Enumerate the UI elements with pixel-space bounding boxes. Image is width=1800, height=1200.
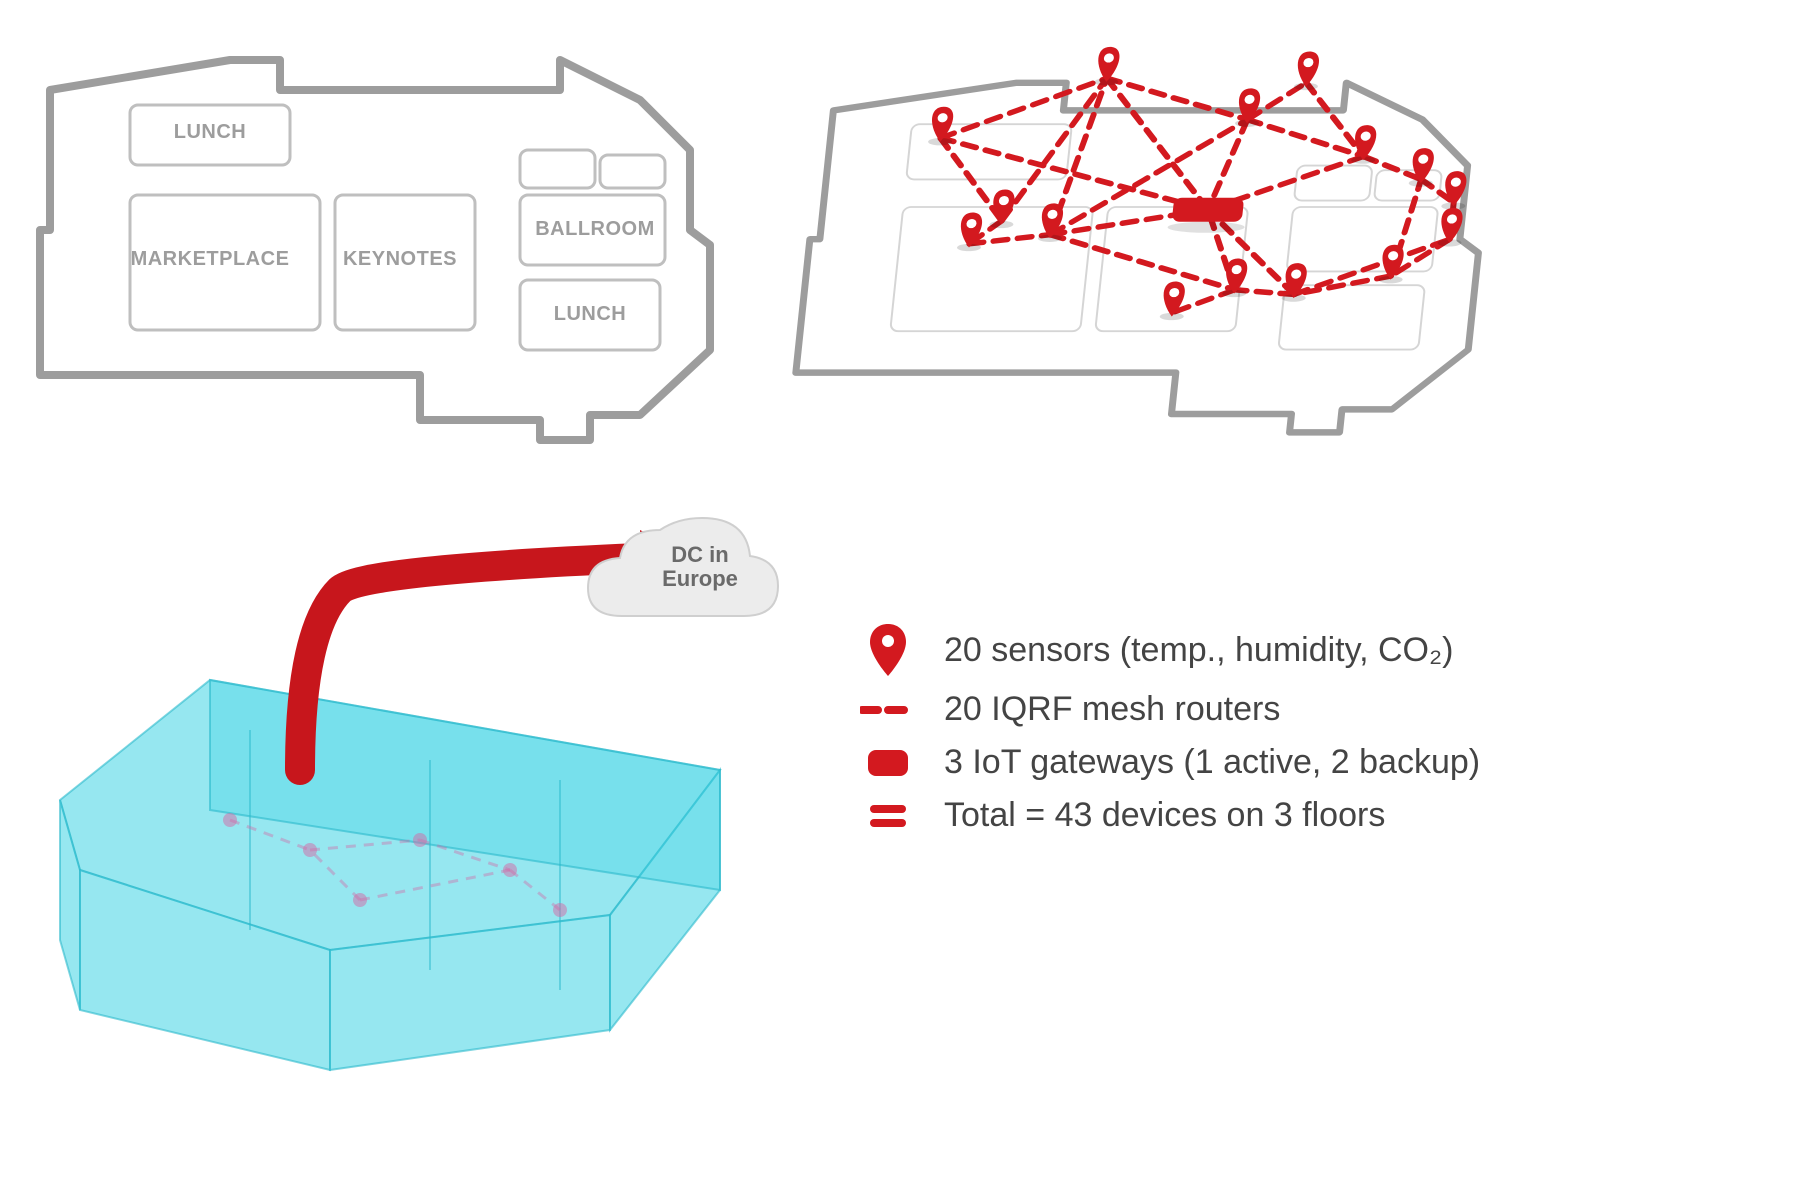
room-label: KEYNOTES [343, 248, 457, 270]
legend-row-gateways: 3 IoT gateways (1 active, 2 backup) [860, 743, 1710, 782]
slide-stage: LUNCH MARKETPLACE KEYNOTES LUNCH BALLROOM [0, 0, 1800, 1200]
room-label: BALLROOM [535, 218, 655, 240]
building-volume [60, 680, 720, 1070]
dash-icon [860, 703, 916, 717]
room-label: LUNCH [174, 121, 247, 143]
cloud-label-line2: Europe [662, 566, 738, 591]
legend-row-sensors: 20 sensors (temp., humidity, CO₂) [860, 624, 1710, 676]
equals-icon [860, 803, 916, 829]
legend: 20 sensors (temp., humidity, CO₂) 20 IQR… [860, 610, 1710, 849]
cloud: DC in Europe [588, 518, 778, 616]
gateway [1172, 198, 1245, 222]
room-label: LUNCH [554, 303, 627, 325]
floorplan-labelled: LUNCH MARKETPLACE KEYNOTES LUNCH BALLROOM [0, 0, 760, 470]
building-3d: DC in Europe [0, 470, 820, 1090]
floorplan-mesh [770, 0, 1530, 470]
legend-text-sensors: 20 sensors (temp., humidity, CO₂) [944, 631, 1454, 670]
room [600, 155, 665, 188]
legend-text-routers: 20 IQRF mesh routers [944, 690, 1280, 729]
room-label: MARKETPLACE [131, 248, 290, 270]
sensor-pin [1294, 52, 1322, 91]
pin-icon [860, 624, 916, 676]
legend-row-routers: 20 IQRF mesh routers [860, 690, 1710, 729]
room [520, 150, 595, 188]
legend-text-total: Total = 43 devices on 3 floors [944, 796, 1385, 835]
legend-text-gateways: 3 IoT gateways (1 active, 2 backup) [944, 743, 1480, 782]
cloud-label-line1: DC in [671, 542, 728, 567]
legend-row-total: Total = 43 devices on 3 floors [860, 796, 1710, 835]
box-icon [860, 748, 916, 778]
